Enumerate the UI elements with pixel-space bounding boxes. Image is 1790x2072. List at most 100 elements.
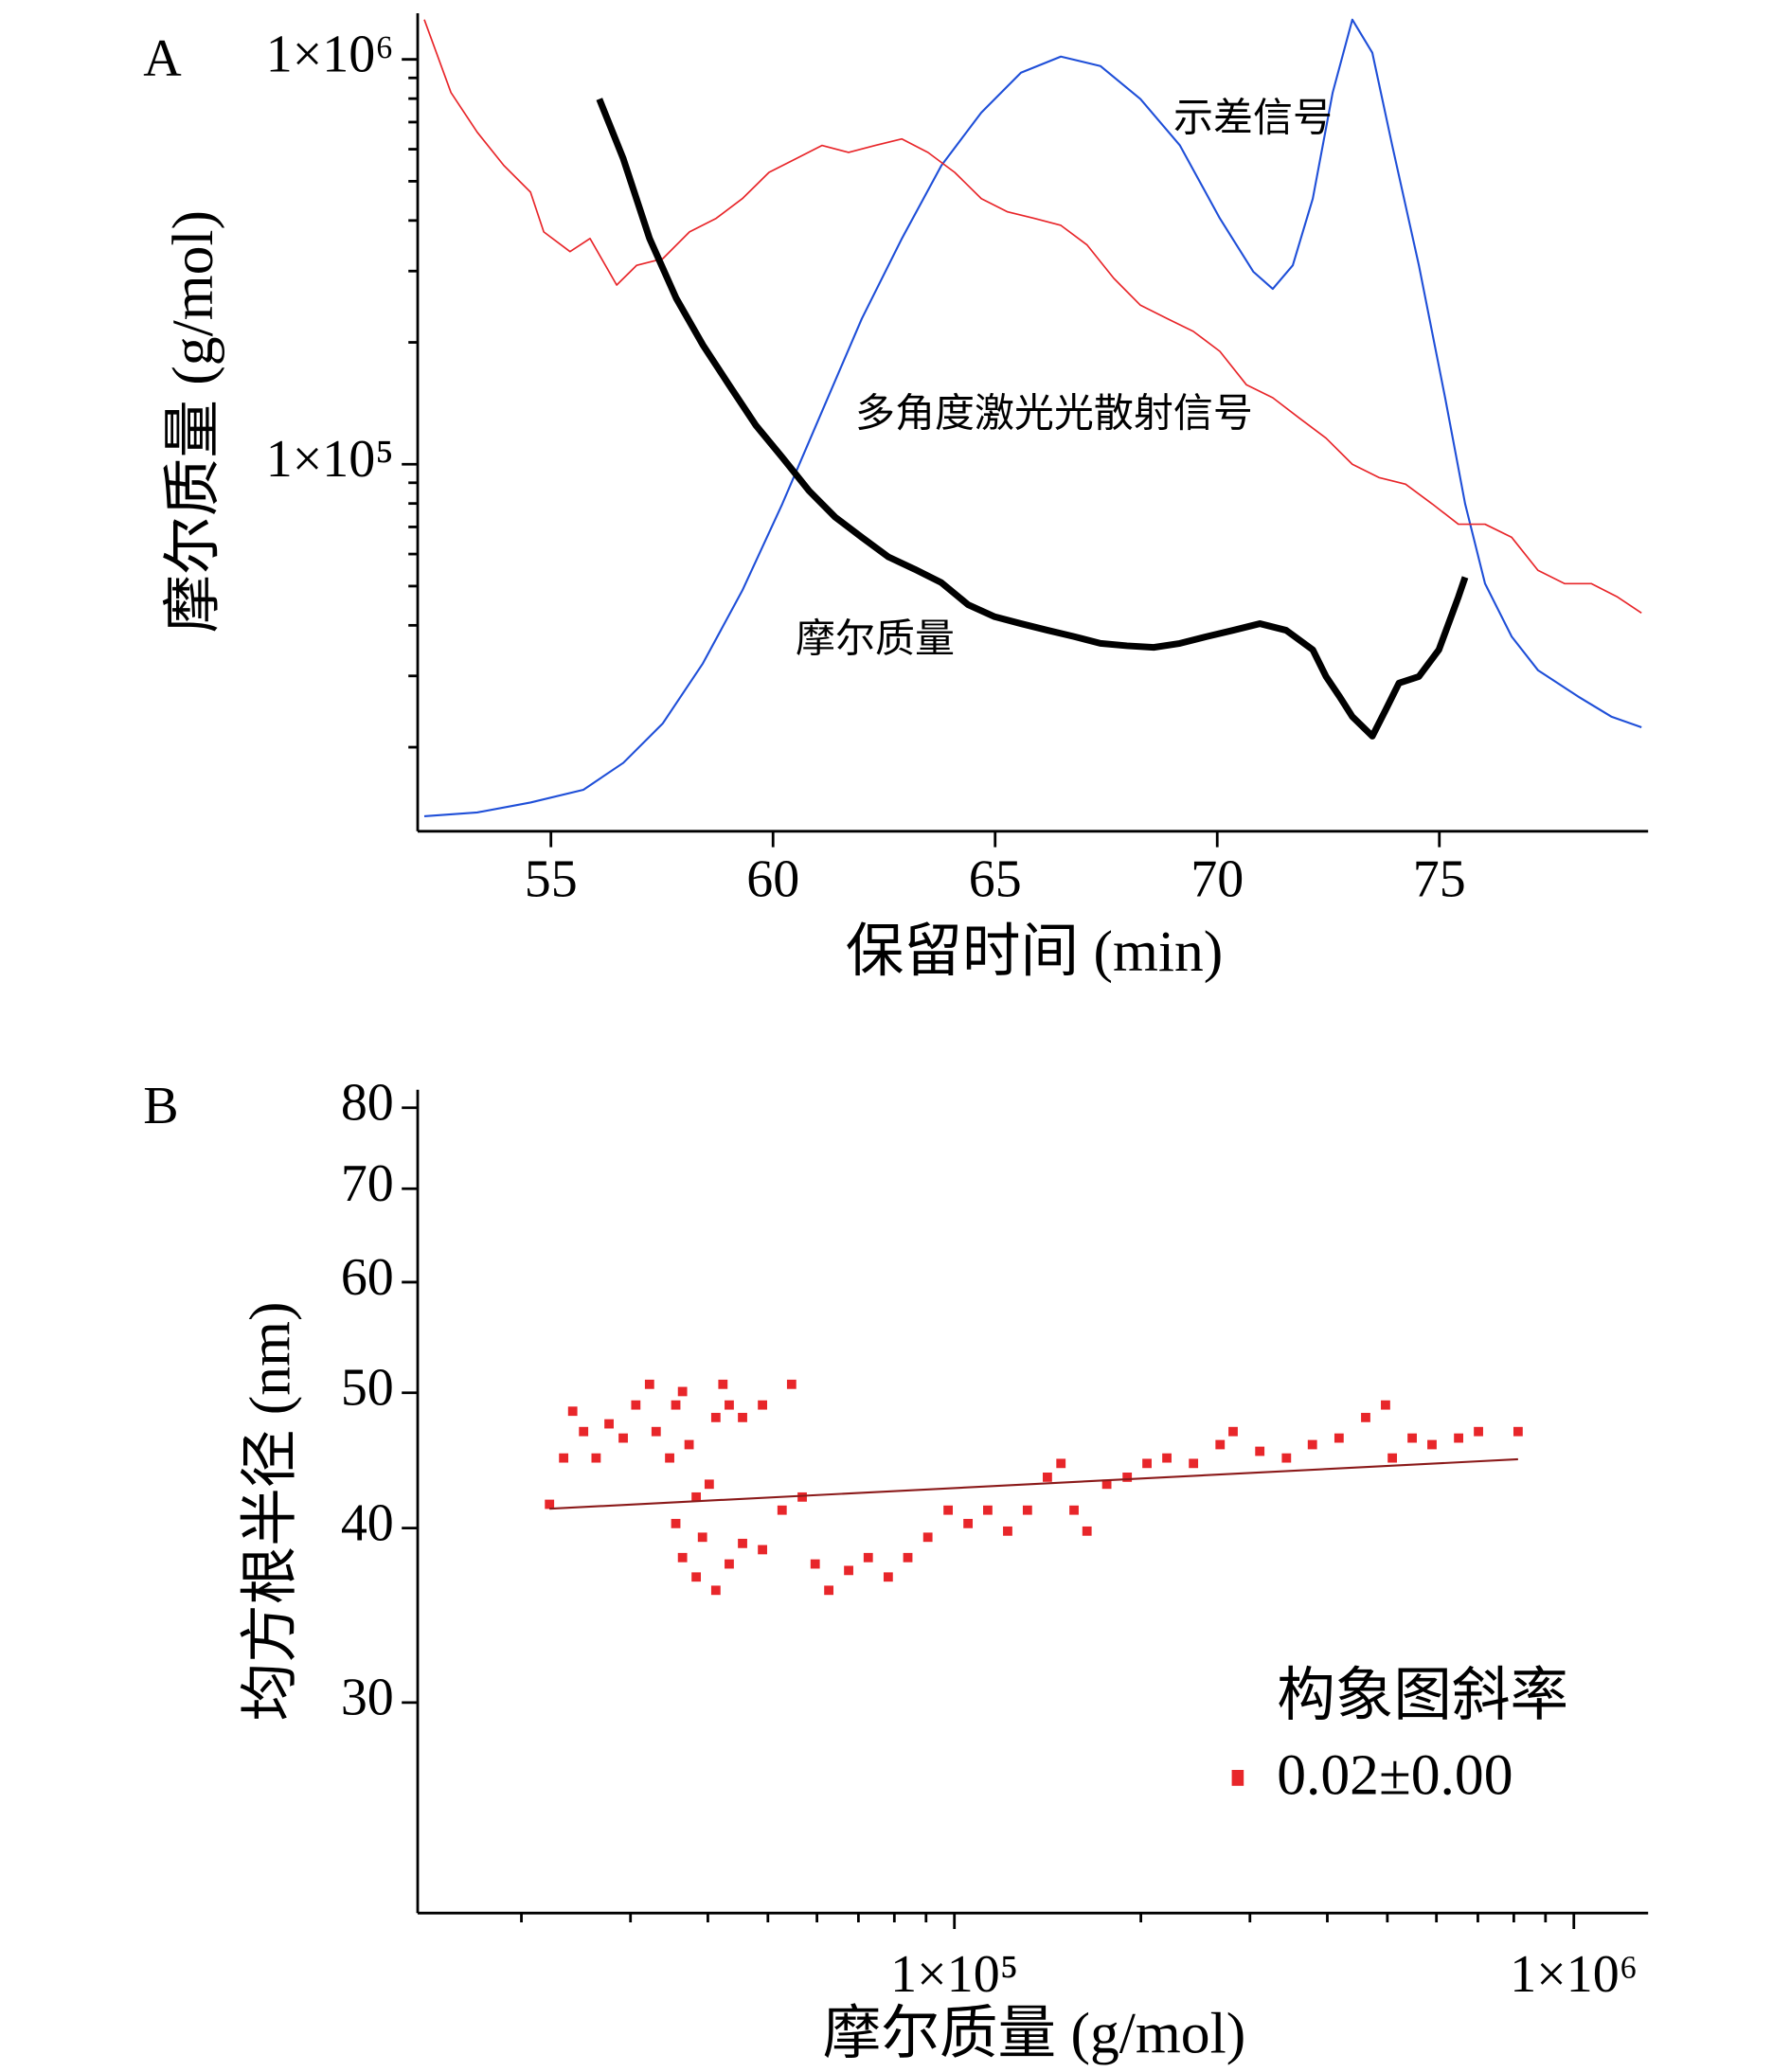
scatter-point <box>559 1453 569 1463</box>
scatter-point <box>671 1518 681 1528</box>
scatter-point <box>1474 1426 1483 1437</box>
scatter-point <box>1122 1473 1133 1482</box>
scatter-point <box>704 1479 714 1490</box>
scatter-point <box>1387 1453 1398 1463</box>
y-tick-label: 1×10⁶ <box>266 26 394 84</box>
scatter-point <box>691 1491 702 1502</box>
data-line <box>423 19 1642 615</box>
y-tick-label: 70 <box>341 1154 394 1213</box>
data-line <box>423 18 1642 818</box>
y-tick-label: 1×10⁵ <box>266 430 394 489</box>
scatter-point <box>1307 1439 1317 1450</box>
scatter-point <box>1228 1426 1238 1437</box>
scatter-point <box>697 1532 707 1543</box>
y-tick-label: 50 <box>341 1359 394 1418</box>
scatter-point <box>684 1439 694 1450</box>
scatter-point <box>1381 1400 1390 1410</box>
scatter-point <box>718 1379 728 1389</box>
series-label: 多角度激光光散射信号 <box>855 393 1253 437</box>
x-tick-label: 55 <box>525 850 578 909</box>
y-tick-label: 40 <box>341 1493 394 1552</box>
scatter-point <box>677 1386 688 1397</box>
legend-marker <box>1231 1769 1244 1786</box>
scatter-point <box>604 1419 614 1429</box>
panel-label: B <box>143 1077 178 1135</box>
scatter-point <box>579 1426 589 1437</box>
fit-line <box>549 1457 1518 1510</box>
scatter-point <box>710 1412 721 1422</box>
scatter-point <box>691 1572 702 1582</box>
scatter-point <box>1101 1479 1112 1490</box>
scatter-point <box>644 1379 654 1389</box>
scatter-point <box>738 1538 747 1548</box>
scatter-point <box>725 1559 734 1569</box>
scatter-point <box>1334 1433 1344 1443</box>
scatter-point <box>1407 1433 1417 1443</box>
scatter-point <box>922 1532 933 1543</box>
scatter-point <box>1513 1426 1523 1437</box>
x-axis-title: 摩尔质量 (g/mol) <box>823 2001 1245 2065</box>
x-tick-label: 70 <box>1190 850 1244 909</box>
scatter-point <box>786 1379 797 1389</box>
scatter-point <box>903 1552 913 1563</box>
scatter-point <box>1454 1433 1464 1443</box>
scatter-point <box>1056 1458 1066 1469</box>
scatter-point <box>567 1406 578 1417</box>
scatter-point <box>1189 1458 1199 1469</box>
scatter-point <box>758 1400 767 1410</box>
series-label: 示差信号 <box>1173 97 1333 140</box>
scatter-point <box>1069 1505 1079 1515</box>
scatter-point <box>671 1400 681 1410</box>
scatter-point <box>863 1552 873 1563</box>
scatter-point <box>651 1426 661 1437</box>
series-label: 摩尔质量 <box>796 617 955 662</box>
scatter-point <box>883 1572 893 1582</box>
scatter-point <box>1255 1446 1265 1456</box>
x-tick-label: 75 <box>1413 850 1466 909</box>
x-axis-title: 保留时间 (min) <box>846 920 1224 984</box>
y-tick-label: 80 <box>341 1074 394 1133</box>
y-axis-title: 均方根半径 (nm) <box>238 1302 302 1722</box>
y-tick-label: 30 <box>341 1669 394 1727</box>
scatter-point <box>810 1559 820 1569</box>
scatter-point <box>943 1505 954 1515</box>
scatter-point <box>1003 1526 1012 1536</box>
legend-title: 构象图斜率 <box>1277 1663 1568 1727</box>
x-tick-label: 1×10⁵ <box>890 1945 1018 2004</box>
scatter-point <box>545 1499 555 1509</box>
scatter-point <box>1162 1453 1172 1463</box>
y-axis-title: 摩尔质量 (g/mol) <box>161 210 225 633</box>
scatter-point <box>777 1505 787 1515</box>
panel-label: A <box>143 29 182 88</box>
legend-label: 0.02±0.00 <box>1277 1742 1513 1807</box>
scatter-point <box>758 1545 767 1555</box>
x-tick-label: 1×10⁶ <box>1510 1945 1638 2004</box>
x-tick-label: 65 <box>969 850 1022 909</box>
scatter-point <box>1427 1439 1437 1450</box>
scatter-point <box>1215 1439 1226 1450</box>
scatter-point <box>963 1518 974 1528</box>
scatter-point <box>824 1585 834 1596</box>
scatter-point <box>710 1585 721 1596</box>
scatter-point <box>1082 1526 1092 1536</box>
scatter-point <box>677 1552 688 1563</box>
scatter-point <box>1043 1473 1052 1482</box>
scatter-point <box>591 1453 601 1463</box>
scatter-point <box>618 1433 628 1443</box>
scatter-point <box>631 1400 641 1410</box>
scatter-point <box>1281 1453 1292 1463</box>
scatter-point <box>1142 1458 1152 1469</box>
scatter-point <box>983 1505 993 1515</box>
scatter-point <box>665 1453 674 1463</box>
scatter-point <box>844 1565 853 1576</box>
scatter-point <box>797 1491 807 1502</box>
y-tick-label: 60 <box>341 1248 394 1307</box>
data-line <box>596 98 1469 740</box>
scatter-point <box>738 1412 747 1422</box>
scatter-point <box>1022 1505 1032 1515</box>
x-tick-label: 60 <box>746 850 799 909</box>
scatter-point <box>1361 1412 1370 1422</box>
scatter-point <box>725 1400 734 1410</box>
